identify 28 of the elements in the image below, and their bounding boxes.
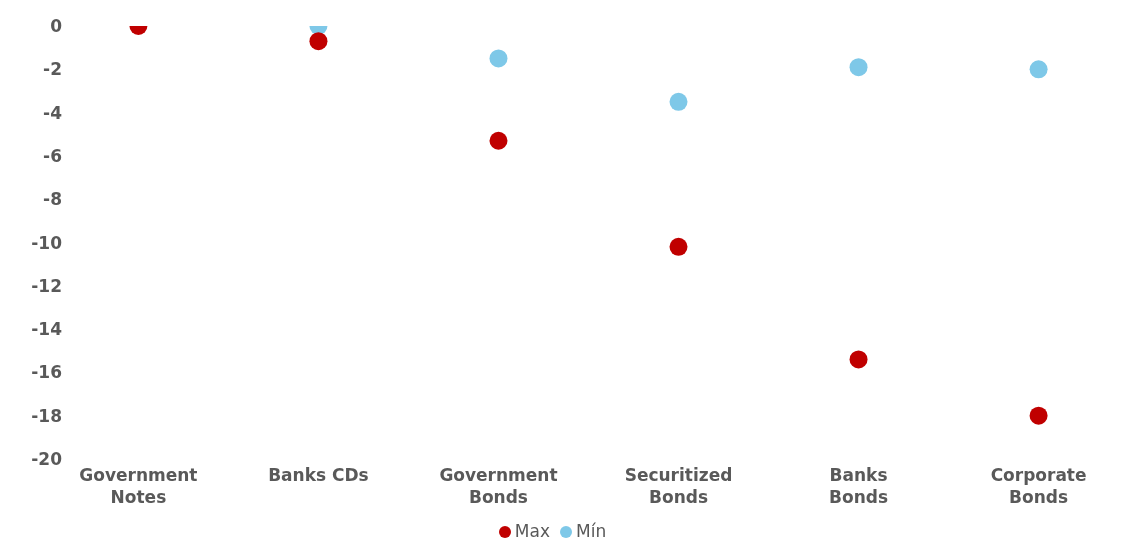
- point: [669, 237, 688, 256]
- point: [489, 49, 508, 68]
- point: [849, 58, 868, 77]
- y-tick-label: -6: [43, 145, 62, 166]
- y-tick-label: -2: [43, 59, 62, 80]
- y-tick-label: -16: [31, 362, 62, 383]
- point: [669, 92, 688, 111]
- y-tick-label: 0: [50, 16, 63, 37]
- y-tick-label: -20: [31, 449, 63, 470]
- point: [489, 131, 508, 150]
- x-tick-label: Banks CDs: [268, 465, 369, 485]
- y-tick-label: -10: [31, 232, 63, 253]
- point: [1029, 60, 1048, 79]
- legend-label: Max: [514, 521, 550, 541]
- y-tick-label: -18: [31, 405, 62, 426]
- legend-label: Mín: [575, 521, 607, 541]
- y-tick-label: -8: [43, 189, 62, 210]
- y-tick-label: -12: [31, 275, 62, 296]
- x-tick-label: Government Bonds: [439, 465, 558, 507]
- x-tick-label: Corporate Bonds: [990, 465, 1087, 507]
- x-tick-label: Government Notes: [79, 465, 198, 507]
- x-tick-label: Banks Bonds: [829, 465, 889, 507]
- point: [1029, 406, 1048, 425]
- point: [309, 32, 328, 51]
- y-tick-label: -14: [31, 319, 63, 340]
- x-tick-label: Securitized Bonds: [624, 465, 733, 507]
- y-tick-label: -4: [43, 102, 63, 123]
- point: [849, 350, 868, 369]
